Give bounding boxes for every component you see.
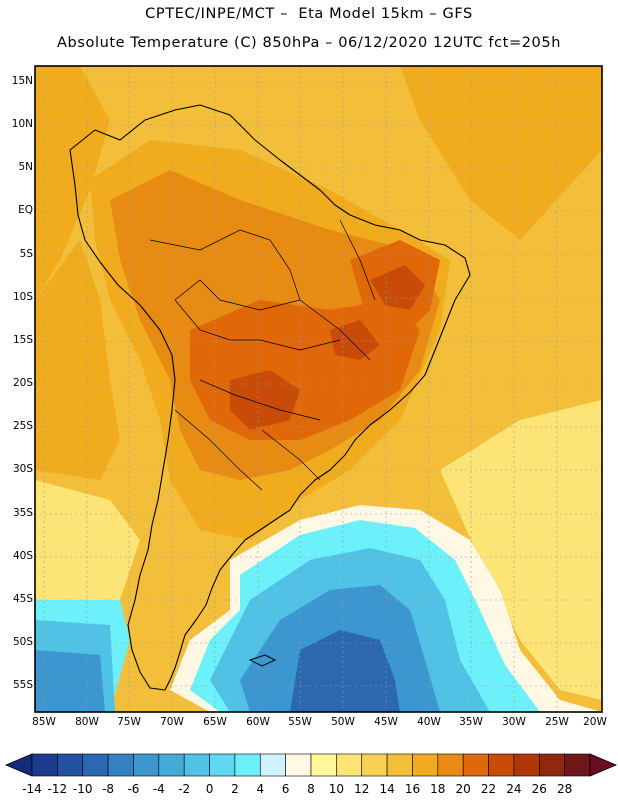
- lon-label: 60W: [246, 716, 270, 728]
- field-pacific-north: [35, 66, 110, 300]
- title-line-2: Absolute Temperature (C) 850hPa – 06/12/…: [57, 35, 561, 51]
- colorbar-tick-label: -14: [22, 782, 42, 796]
- colorbar: [4, 753, 618, 777]
- lat-label: 30S: [12, 463, 33, 475]
- colorbar-under-arrow: [4, 753, 33, 777]
- field-hot-core-1: [230, 370, 300, 430]
- colorbar-swatch: [412, 753, 439, 777]
- lat-label: EQ: [18, 204, 33, 216]
- colorbar-tick-label: -2: [178, 782, 191, 796]
- lat-label: 25S: [12, 420, 33, 432]
- colorbar-tick-label: 28: [556, 782, 573, 796]
- colorbar-swatch: [158, 753, 185, 777]
- south-america-coastline: [69, 104, 471, 691]
- field-hot-core-3: [330, 320, 380, 360]
- colorbar-tick-label: 14: [379, 782, 395, 796]
- field-hot-core-2: [370, 265, 425, 310]
- field-pacific-mid: [35, 240, 120, 480]
- colorbar-tick-label: 12: [354, 782, 370, 796]
- falkland-islands: [248, 654, 277, 667]
- colorbar-swatch: [183, 753, 210, 777]
- colorbar-swatch: [513, 753, 540, 777]
- colorbar-swatch: [488, 753, 515, 777]
- colorbar-tick-label: 18: [430, 782, 446, 796]
- colorbar-swatch: [107, 753, 134, 777]
- lat-label: 10S: [12, 291, 33, 303]
- colorbar-swatch: [361, 753, 388, 777]
- colorbar-tick-label: 22: [480, 782, 497, 796]
- lat-label: 45S: [12, 593, 33, 605]
- lon-label: 25W: [545, 716, 569, 728]
- lat-label: 20S: [12, 377, 33, 389]
- colorbar-tick-label: 4: [256, 782, 265, 796]
- lon-label: 45W: [374, 716, 398, 728]
- colorbar-swatch: [57, 753, 84, 777]
- colorbar-tick-label: 10: [328, 782, 344, 796]
- colorbar-swatch: [285, 753, 312, 777]
- field-pacific-core: [35, 650, 105, 712]
- colorbar-swatch: [209, 753, 236, 777]
- lon-label: 35W: [459, 716, 483, 728]
- colorbar-swatch: [386, 753, 413, 777]
- colorbar-tick-label: 6: [281, 782, 290, 796]
- colorbar-tick-label: 26: [531, 782, 547, 796]
- lat-label: 40S: [12, 550, 33, 562]
- title-line-1: CPTEC/INPE/MCT – Eta Model 15km – GFS: [145, 6, 473, 22]
- colorbar-swatch: [259, 753, 286, 777]
- lon-label: 65W: [203, 716, 227, 728]
- field-south-atlantic-yellow: [440, 400, 602, 700]
- lat-label: 5S: [19, 248, 33, 260]
- lat-label: 5N: [18, 161, 33, 173]
- colorbar-tick-label: -8: [102, 782, 115, 796]
- lon-label: 20W: [583, 716, 607, 728]
- colorbar-tick-label: 2: [231, 782, 239, 796]
- lat-label: 10N: [11, 118, 33, 130]
- colorbar-tick-label: 16: [404, 782, 421, 796]
- borders: [149, 219, 376, 491]
- colorbar-tick-label: 20: [455, 782, 471, 796]
- lon-label: 75W: [117, 716, 141, 728]
- field-cold-deep: [290, 630, 400, 712]
- colorbar-swatch: [336, 753, 363, 777]
- temperature-map: [34, 65, 603, 713]
- field-north-atlantic: [400, 66, 602, 240]
- lon-label: 80W: [75, 716, 99, 728]
- lat-label: 15S: [12, 334, 33, 346]
- colorbar-tick-label: 0: [205, 782, 214, 796]
- lon-label: 55W: [288, 716, 312, 728]
- colorbar-swatch: [462, 753, 489, 777]
- map-frame: [34, 65, 603, 713]
- colorbar-tick-label: 24: [506, 782, 522, 796]
- lon-label: 70W: [160, 716, 184, 728]
- field-pacific-south-yellow: [35, 480, 140, 600]
- colorbar-tick-label: -4: [152, 782, 165, 796]
- temperature-field: [35, 66, 602, 712]
- lat-label: 55S: [12, 679, 33, 691]
- lat-label: 35S: [12, 507, 33, 519]
- colorbar-swatch: [564, 753, 591, 777]
- colorbar-over-arrow: [589, 753, 618, 777]
- lat-label: 50S: [12, 636, 33, 648]
- lat-label: 15N: [11, 75, 33, 87]
- colorbar-tick-label: 8: [307, 782, 315, 796]
- lon-label: 85W: [32, 716, 56, 728]
- colorbar-swatch: [82, 753, 109, 777]
- colorbar-tick-label: -6: [127, 782, 140, 796]
- colorbar-swatch: [437, 753, 464, 777]
- lon-label: 30W: [502, 716, 526, 728]
- lon-label: 40W: [417, 716, 441, 728]
- colorbar-tick-label: -10: [72, 782, 93, 796]
- lon-label: 50W: [331, 716, 355, 728]
- colorbar-swatch: [310, 753, 337, 777]
- colorbar-swatch: [133, 753, 160, 777]
- colorbar-swatch: [31, 753, 58, 777]
- colorbar-tick-label: -12: [47, 782, 68, 796]
- colorbar-swatch: [538, 753, 565, 777]
- colorbar-swatch: [234, 753, 261, 777]
